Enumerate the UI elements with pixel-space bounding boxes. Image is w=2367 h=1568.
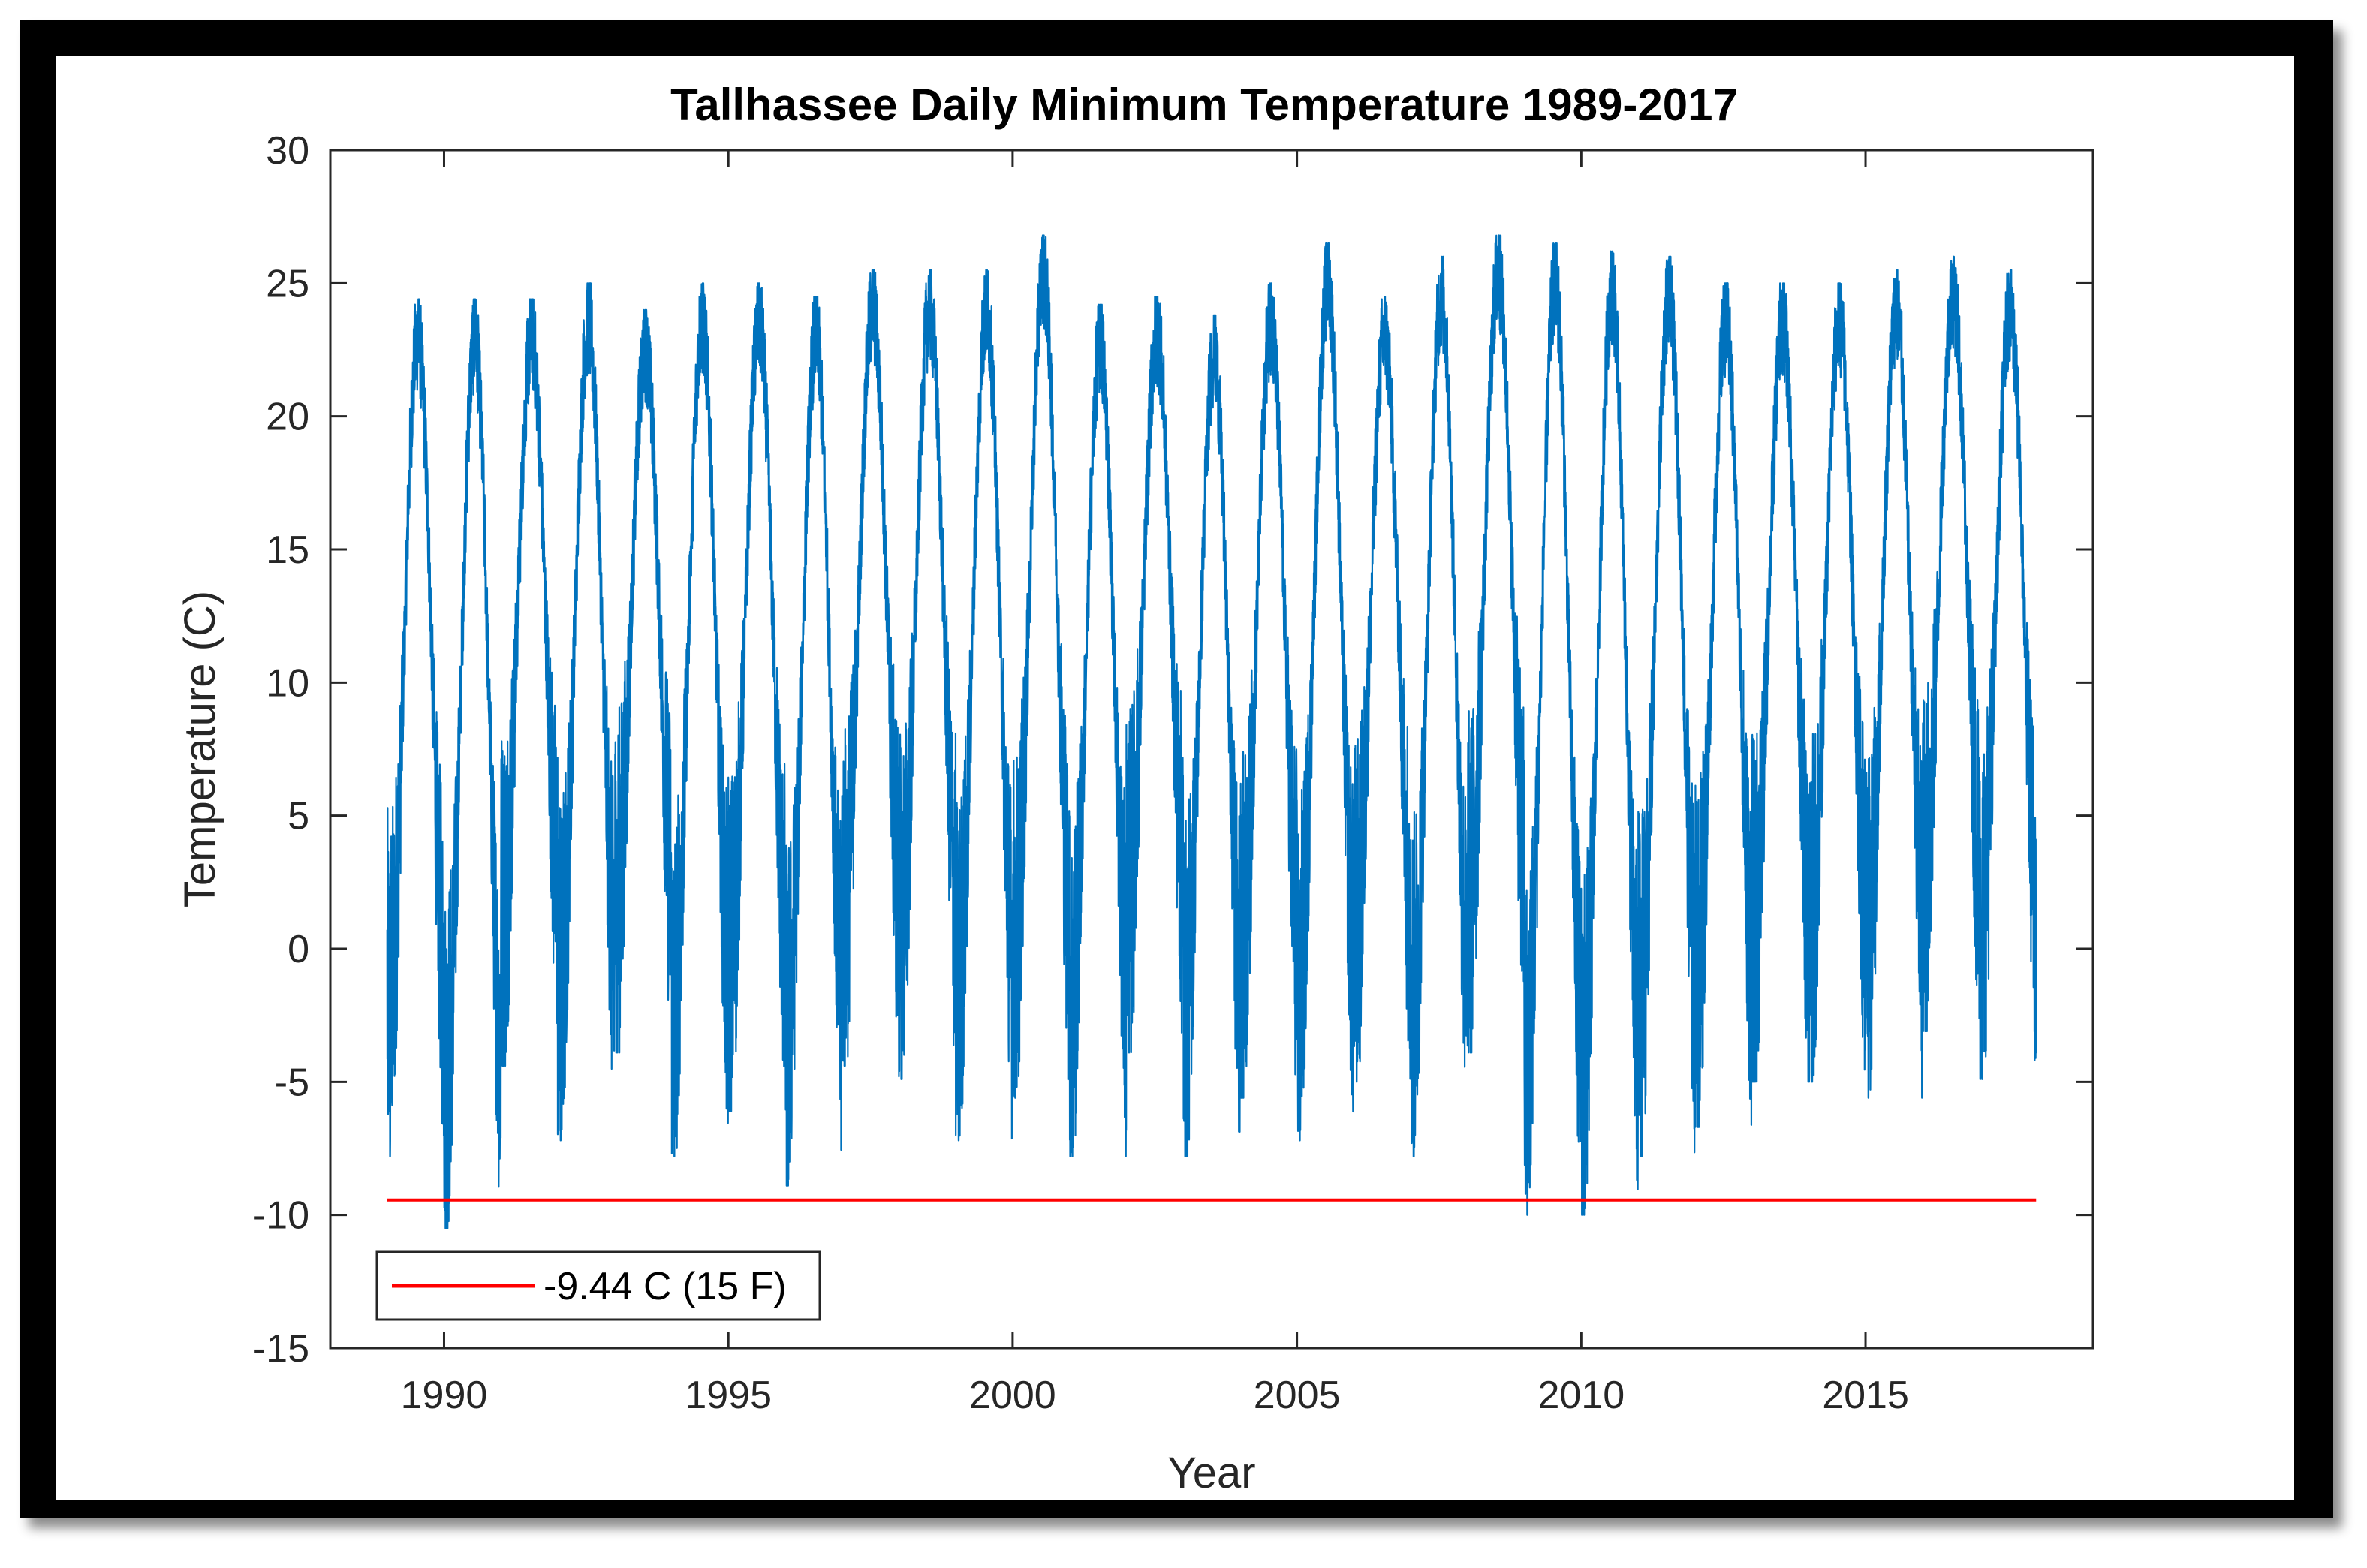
temperature-series-line — [386, 234, 2037, 1229]
x-tick-label: 2000 — [969, 1374, 1056, 1417]
y-tick-label: 30 — [266, 129, 309, 173]
chart-title: Tallhassee Daily Minimum Temperature 198… — [670, 80, 1738, 130]
y-tick-label: 15 — [266, 528, 309, 572]
ticks-layer: 1990 1995 2000 2005 2010 2015302520151050-5-1… — [253, 129, 2093, 1417]
plot-area — [330, 150, 2093, 1348]
y-tick-label: 20 — [266, 396, 309, 439]
plot-box — [329, 149, 2094, 1350]
y-tick-label: 0 — [288, 928, 309, 971]
x-axis-label: Year — [1167, 1449, 1255, 1497]
y-tick-label: 25 — [266, 262, 309, 305]
legend-label: -9.44 C (15 F) — [544, 1265, 787, 1308]
y-axis-label: Temperature (C) — [176, 591, 224, 907]
y-tick-label: -15 — [253, 1327, 309, 1371]
series-layer — [386, 234, 2037, 1229]
x-tick-label: 2010 — [1537, 1374, 1625, 1417]
x-tick-label: 2015 — [1822, 1374, 1909, 1417]
y-tick-label: -10 — [253, 1194, 309, 1238]
y-tick-label: 10 — [266, 661, 309, 705]
x-tick-label: 1995 — [685, 1374, 772, 1417]
y-tick-label: -5 — [275, 1061, 309, 1104]
x-tick-label: 2005 — [1254, 1374, 1341, 1417]
legend: -9.44 C (15 F) — [375, 1250, 821, 1321]
y-tick-label: 5 — [288, 795, 309, 838]
x-tick-label: 1990 — [401, 1374, 488, 1417]
